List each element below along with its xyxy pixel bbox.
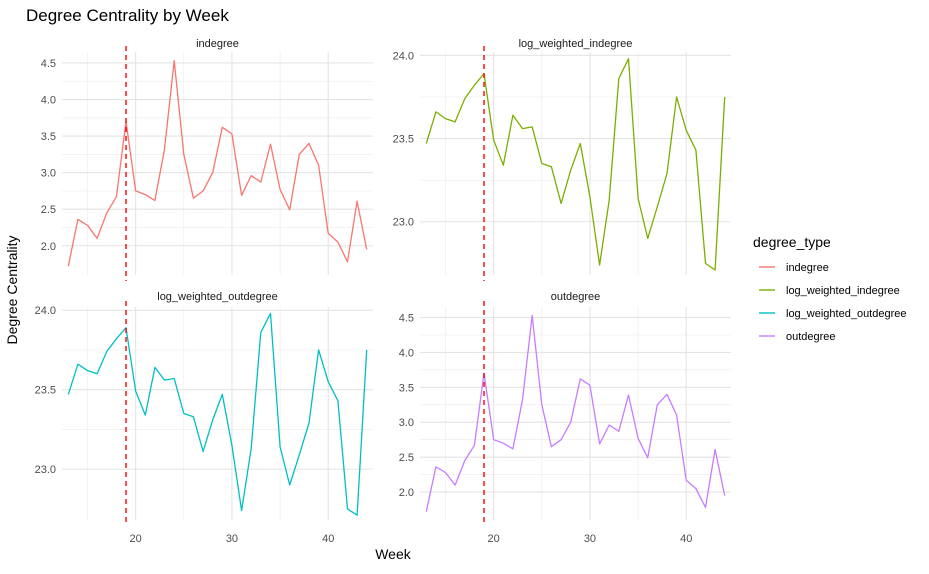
y-tick-label: 4.0 bbox=[41, 95, 56, 107]
legend-item-log_weighted_indegree: log_weighted_indegree bbox=[759, 285, 900, 297]
chart-title: Degree Centrality by Week bbox=[26, 6, 229, 25]
panel-outdegree: outdegree 2.0 2.5 3.0 3.5 4.0 4.5 20 30 40 bbox=[399, 291, 731, 545]
facet-strip-label: indegree bbox=[196, 38, 239, 50]
y-tick-label: 24.0 bbox=[393, 50, 414, 62]
legend: indegree log_weighted_indegree log_weighte… bbox=[759, 262, 907, 343]
facet-strip-label: log_weighted_outdegree bbox=[157, 291, 278, 303]
legend-item-outdegree: outdegree bbox=[759, 331, 836, 343]
y-tick-label: 3.5 bbox=[41, 131, 56, 143]
y-tick-label: 3.5 bbox=[399, 382, 414, 394]
y-tick-label: 3.0 bbox=[41, 168, 56, 180]
x-tick-label: 20 bbox=[130, 533, 142, 545]
y-tick-label: 4.5 bbox=[399, 312, 414, 324]
y-tick-label: 4.5 bbox=[41, 58, 56, 70]
y-tick-label: 23.5 bbox=[393, 134, 414, 146]
legend-label: log_weighted_indegree bbox=[786, 285, 900, 297]
y-tick-label: 2.0 bbox=[41, 241, 56, 253]
y-tick-label: 23.0 bbox=[35, 464, 56, 476]
y-tick-label: 2.0 bbox=[399, 487, 414, 499]
y-tick-label: 2.5 bbox=[41, 204, 56, 216]
y-tick-label: 23.0 bbox=[393, 217, 414, 229]
y-tick-label: 2.5 bbox=[399, 452, 414, 464]
series-line-outdegree bbox=[425, 314, 726, 512]
panel-log_weighted_indegree: log_weighted_indegree 23.0 23.5 24.0 bbox=[393, 38, 731, 281]
legend-label: outdegree bbox=[786, 331, 836, 343]
facet-panels: indegree 2.0 2.5 3.0 3.5 4.0 4.5 log_weighted_i… bbox=[35, 38, 731, 545]
panel-log_weighted_outdegree: log_weighted_outdegree 23.0 23.5 24.0 20 30 40 bbox=[35, 291, 373, 545]
facet-strip-label: log_weighted_indegree bbox=[519, 38, 633, 50]
legend-label: indegree bbox=[786, 262, 829, 274]
legend-title: degree_type bbox=[753, 234, 831, 250]
legend-label: log_weighted_outdegree bbox=[786, 308, 907, 320]
y-tick-label: 23.5 bbox=[35, 385, 56, 397]
x-axis-label: Week bbox=[375, 546, 412, 562]
x-tick-label: 30 bbox=[584, 533, 596, 545]
gridlines bbox=[420, 307, 731, 520]
gridlines bbox=[420, 52, 731, 275]
legend-item-indegree: indegree bbox=[759, 262, 829, 274]
y-tick-label: 24.0 bbox=[35, 305, 56, 317]
x-tick-label: 20 bbox=[488, 533, 500, 545]
series-line-indegree bbox=[67, 60, 368, 267]
legend-item-log_weighted_outdegree: log_weighted_outdegree bbox=[759, 308, 907, 320]
y-axis-label: Degree Centrality bbox=[4, 236, 20, 345]
series-line-log_weighted_outdegree bbox=[67, 312, 368, 516]
x-tick-label: 40 bbox=[322, 533, 334, 545]
series-line-log_weighted_indegree bbox=[425, 58, 726, 271]
facet-strip-label: outdegree bbox=[551, 291, 601, 303]
x-tick-label: 30 bbox=[226, 533, 238, 545]
gridlines bbox=[62, 307, 373, 520]
x-tick-label: 40 bbox=[680, 533, 692, 545]
y-tick-label: 3.0 bbox=[399, 417, 414, 429]
panel-indegree: indegree 2.0 2.5 3.0 3.5 4.0 4.5 bbox=[41, 38, 373, 281]
gridlines bbox=[62, 52, 373, 275]
y-tick-label: 4.0 bbox=[399, 347, 414, 359]
